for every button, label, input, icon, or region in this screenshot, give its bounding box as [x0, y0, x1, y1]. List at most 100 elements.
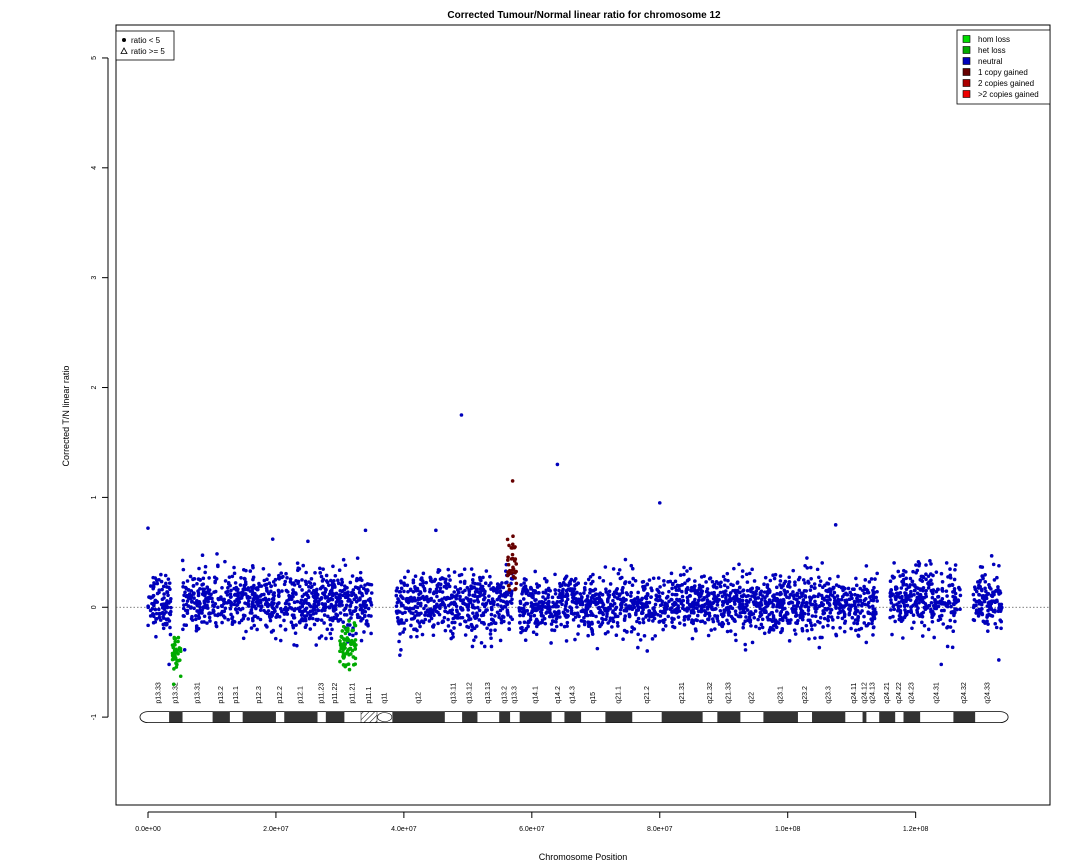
data-point: [450, 620, 455, 625]
data-point: [573, 637, 577, 642]
data-point: [442, 596, 447, 600]
data-point: [631, 576, 635, 581]
ideogram-band: [605, 711, 633, 723]
data-point: [509, 557, 514, 561]
data-point: [353, 593, 358, 598]
data-point: [413, 614, 417, 618]
data-point: [623, 580, 628, 584]
data-point: [487, 583, 491, 588]
ideogram-band-label: p13.1: [233, 686, 240, 704]
data-point: [947, 583, 951, 588]
data-point: [358, 570, 363, 575]
data-point: [183, 590, 187, 595]
data-point: [636, 605, 641, 609]
data-point: [282, 611, 287, 616]
data-point: [507, 543, 511, 548]
data-point: [428, 589, 432, 594]
data-point: [590, 632, 595, 636]
data-point: [706, 611, 710, 616]
data-point: [575, 605, 579, 609]
data-point: [904, 591, 908, 596]
data-point: [934, 570, 939, 574]
data-point: [903, 613, 908, 618]
data-point: [543, 597, 548, 602]
data-point: [357, 615, 361, 620]
data-point: [745, 580, 750, 584]
data-point: [277, 614, 282, 619]
data-point: [169, 596, 173, 601]
data-point: [764, 605, 768, 609]
data-point: [263, 596, 268, 601]
data-point: [151, 585, 156, 589]
data-point: [440, 576, 444, 580]
data-point: [644, 603, 649, 608]
data-point: [809, 623, 814, 628]
data-point: [274, 614, 279, 619]
data-point: [505, 610, 510, 615]
data-point: [569, 608, 574, 613]
data-point: [489, 644, 494, 649]
data-point: [586, 577, 591, 582]
data-point: [871, 625, 876, 629]
data-point: [744, 572, 749, 577]
data-point: [338, 642, 343, 646]
data-point: [565, 593, 570, 598]
data-point: [290, 591, 295, 596]
data-point: [767, 598, 772, 602]
data-point: [778, 574, 783, 578]
data-point: [330, 597, 335, 602]
data-point: [629, 629, 634, 634]
data-point: [624, 591, 629, 595]
data-point: [329, 636, 334, 641]
data-point: [939, 608, 944, 613]
data-point: [616, 624, 620, 628]
data-point: [479, 585, 484, 590]
data-point: [268, 618, 273, 623]
data-point: [889, 598, 893, 602]
data-point: [606, 597, 610, 601]
data-point: [862, 591, 866, 596]
data-point: [485, 626, 489, 631]
data-point: [775, 585, 779, 590]
data-point: [574, 582, 579, 587]
data-point: [304, 582, 309, 587]
data-point: [304, 601, 309, 605]
data-point: [901, 568, 906, 573]
data-point: [223, 615, 227, 620]
data-point: [411, 580, 416, 585]
data-point: [531, 593, 535, 598]
data-point: [418, 590, 423, 594]
data-point: [300, 612, 304, 616]
data-point: [753, 597, 758, 601]
data-point: [891, 592, 895, 597]
data-point: [343, 606, 348, 611]
data-point: [472, 599, 477, 603]
data-point: [348, 652, 353, 656]
data-point: [610, 625, 614, 629]
data-point: [417, 621, 422, 625]
data-point: [351, 655, 356, 659]
data-point: [670, 592, 675, 597]
data-point: [958, 607, 962, 612]
data-point: [296, 581, 300, 586]
data-point: [466, 625, 471, 630]
data-point: [157, 615, 162, 620]
data-point: [520, 591, 524, 596]
data-point: [510, 542, 515, 547]
data-point: [832, 585, 836, 590]
data-point: [513, 587, 518, 591]
data-point: [338, 611, 343, 615]
data-point: [721, 601, 726, 605]
data-point: [250, 605, 255, 609]
data-point: [249, 585, 254, 590]
data-point: [605, 614, 609, 619]
data-point: [564, 588, 569, 593]
data-point: [989, 601, 994, 606]
ideogram-band-label: p11.21: [350, 683, 357, 704]
data-point: [657, 594, 662, 599]
data-point: [428, 578, 433, 583]
data-point: [395, 600, 400, 605]
data-point: [289, 620, 294, 625]
data-point: [651, 576, 656, 581]
data-point: [307, 616, 312, 621]
